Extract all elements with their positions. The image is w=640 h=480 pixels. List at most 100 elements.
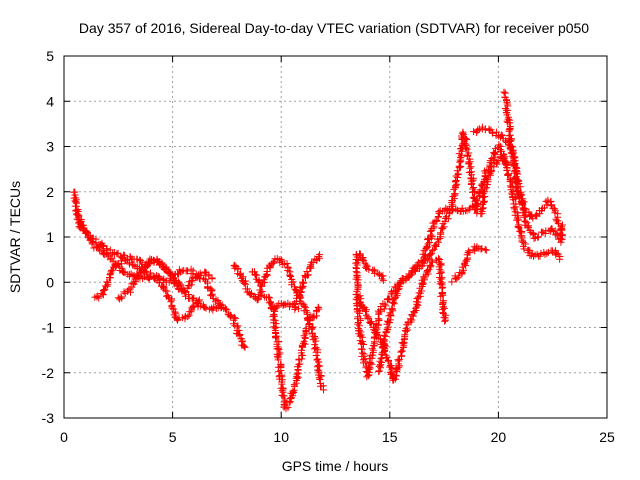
data-point-group [354, 324, 368, 360]
y-tick-label: 5 [46, 48, 54, 64]
data-point-group [514, 221, 529, 248]
series-track-g [259, 255, 327, 394]
data-point-group [146, 255, 164, 268]
data-point-group [296, 271, 312, 296]
x-tick-label: 0 [60, 429, 68, 445]
data-point-group [289, 301, 302, 313]
data-point-group [418, 258, 436, 287]
series-track-j [352, 128, 481, 381]
data-point-group [70, 188, 82, 215]
series-track-f [261, 293, 323, 413]
series-track-h [291, 251, 324, 311]
data-point-group [153, 272, 171, 300]
data-point-group [507, 142, 522, 195]
data-point-group [556, 221, 567, 246]
data-point-group [490, 143, 502, 159]
data-point-group [374, 295, 393, 317]
x-tick-label: 20 [491, 429, 507, 445]
data-point-group [90, 242, 114, 263]
series-track-e [230, 261, 266, 304]
data-point-group [189, 270, 209, 283]
data-point-group [489, 128, 505, 141]
series-track-m [375, 141, 564, 376]
data-point-group [261, 293, 275, 307]
data-point-group [428, 254, 442, 264]
x-tick-label: 10 [273, 429, 289, 445]
data-point-group [448, 269, 464, 286]
series-track-l [354, 254, 450, 384]
data-point-group [380, 298, 398, 340]
data-point-group [110, 257, 125, 271]
data-point-group [103, 266, 117, 287]
data-point-group [500, 88, 512, 114]
data-point-group [412, 280, 427, 312]
y-tick-label: -2 [42, 365, 55, 381]
data-point-group [419, 224, 438, 265]
data-point-group [477, 174, 492, 218]
data-point-group [434, 223, 448, 246]
data-point-group [290, 342, 307, 396]
data-point-group [313, 362, 327, 394]
data-point-group [439, 298, 450, 325]
data-point-group [309, 333, 323, 366]
series-track-n [448, 243, 490, 286]
data-point-group [311, 251, 324, 264]
series-track-k [356, 250, 387, 284]
series-track-p [500, 88, 567, 246]
data-point-group [91, 292, 103, 302]
data-point-group [478, 123, 496, 137]
y-tick-label: 3 [46, 139, 54, 155]
y-axis-label: SDTVAR / TECUs [7, 181, 23, 293]
data-point-group [376, 270, 387, 284]
chart-title: Day 357 of 2016, Sidereal Day-to-day VTE… [79, 20, 589, 36]
data-point-group [230, 261, 245, 279]
data-point-group [402, 307, 420, 332]
series-track-i [267, 299, 302, 313]
data-point-group [309, 303, 323, 321]
data-point-group [352, 287, 364, 330]
data-point-group [500, 150, 511, 172]
data-point-group [455, 129, 467, 170]
y-tick-label: -3 [42, 410, 55, 426]
y-tick-label: 2 [46, 184, 54, 200]
data-point-group [463, 152, 477, 184]
data-point-group [396, 270, 415, 286]
data-point-group [458, 254, 472, 278]
data-point-group [352, 250, 362, 293]
data-point-group [201, 268, 216, 283]
series-track-q [477, 150, 511, 218]
data-point-group [364, 314, 381, 338]
data-point-group [273, 255, 287, 268]
data-point-group [280, 387, 297, 413]
y-tick-label: 0 [46, 274, 54, 290]
data-point-group [397, 326, 411, 360]
data-point-group [248, 268, 266, 290]
data-point-group [170, 266, 186, 283]
data-point-group [303, 308, 317, 340]
data-point-group [363, 264, 382, 277]
data-point-group [259, 264, 271, 287]
data-point-group [221, 305, 235, 321]
data-point-group [450, 162, 464, 198]
data-point-group [537, 248, 551, 258]
data-point-group [364, 348, 377, 380]
series-track-d [114, 255, 249, 351]
x-tick-label: 25 [599, 429, 615, 445]
x-axis: 0 5 10 15 20 25 [60, 56, 615, 445]
data-point-group [202, 277, 220, 304]
data-point-group [514, 188, 530, 226]
y-tick-label: 4 [46, 93, 54, 109]
y-tick-label: 1 [46, 229, 54, 245]
data-point-group [76, 220, 97, 248]
data-point-group [551, 247, 564, 263]
data-point-group [281, 260, 296, 286]
data-point-group [389, 352, 405, 384]
grid [64, 56, 607, 418]
data-point-group [526, 249, 544, 260]
x-axis-label: GPS time / hours [282, 458, 389, 474]
x-tick-label: 5 [169, 429, 177, 445]
data-point-group [189, 296, 203, 310]
data-point-group [303, 258, 317, 279]
data-point-group [459, 128, 473, 159]
